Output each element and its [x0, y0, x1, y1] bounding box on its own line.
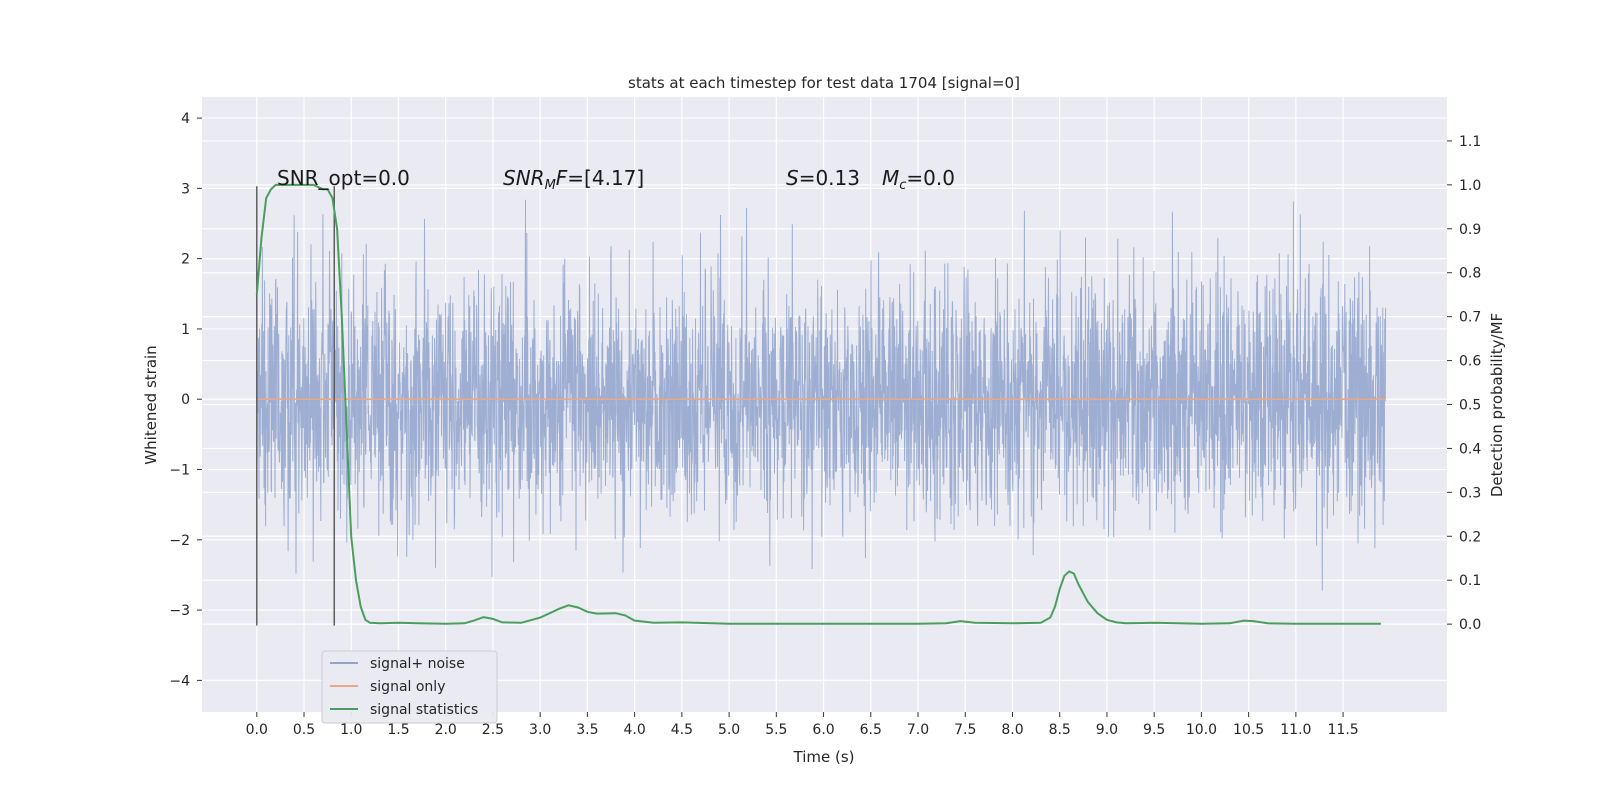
- x-tick-label-2: 1.0: [340, 722, 362, 738]
- annotation-snr-mf: SNRMF=[4.17]: [503, 166, 644, 193]
- vertical-markers: [256, 186, 335, 626]
- x-tick-label-13: 6.5: [860, 722, 882, 738]
- y2-tick-label-1: 1.0: [1459, 178, 1481, 194]
- y-tick-label-2: 2: [181, 252, 190, 268]
- y-tick-label-6: −2: [169, 533, 190, 549]
- x-tick-label-9: 4.5: [671, 722, 693, 738]
- y2-tick-label-3: 0.8: [1459, 266, 1481, 282]
- x-tick-label-6: 3.0: [529, 722, 551, 738]
- x-tick-label-23: 11.5: [1328, 722, 1359, 738]
- x-tick-label-22: 11.0: [1280, 722, 1311, 738]
- y-tick-label-0: 4: [181, 111, 190, 127]
- tick-labels: 0.0 0.5 1.0 1.5 2.0 2.5 3.0 3.5 4.0 4.5 5.0 5.5 6.0 6…: [169, 111, 1481, 738]
- y-tick-label-3: 1: [181, 322, 190, 338]
- y2-tick-label-10: 0.1: [1459, 573, 1481, 589]
- y2-tick-label-4: 0.7: [1459, 310, 1481, 326]
- x-tick-label-1: 0.5: [293, 722, 315, 738]
- x-tick-label-18: 9.0: [1096, 722, 1118, 738]
- x-tick-label-19: 9.5: [1143, 722, 1165, 738]
- x-tick-label-16: 8.0: [1001, 722, 1023, 738]
- y-tick-label-8: −4: [169, 673, 190, 689]
- x-tick-label-11: 5.5: [765, 722, 787, 738]
- x-tick-label-5: 2.5: [482, 722, 504, 738]
- stats-line: [255, 183, 1381, 625]
- x-tick-label-15: 7.5: [954, 722, 976, 738]
- y2-tick-label-2: 0.9: [1459, 222, 1481, 238]
- annotation-mc: Mc=0.0: [882, 166, 955, 193]
- y2-axis-label: Detection probability/MF: [1488, 313, 1506, 497]
- annotation-s: S=0.13: [786, 166, 860, 190]
- annotations: SNR_opt=0.0 SNRMF=[4.17] S=0.13 Mc=0.0: [277, 166, 955, 193]
- y2-tick-label-8: 0.3: [1459, 485, 1481, 501]
- x-tick-label-8: 4.0: [623, 722, 645, 738]
- noise-trace: [256, 199, 1387, 591]
- y2-tick-label-11: 0.0: [1459, 617, 1481, 633]
- x-tick-label-0: 0.0: [246, 722, 268, 738]
- chart-title: stats at each timestep for test data 170…: [628, 74, 1020, 92]
- series-signal-statistics: [255, 183, 1381, 625]
- y-axis-label: Whitened strain: [142, 345, 160, 464]
- legend-label-noise: signal+ noise: [370, 656, 465, 672]
- legend-box: [321, 650, 498, 724]
- x-tick-label-3: 1.5: [387, 722, 409, 738]
- y2-tick-label-6: 0.5: [1459, 398, 1481, 414]
- legend: signal+ noise signal only signal statist…: [321, 650, 498, 724]
- x-tick-label-17: 8.5: [1049, 722, 1071, 738]
- y-tick-label-4: 0: [181, 392, 190, 408]
- y-tick-label-7: −3: [169, 603, 190, 619]
- series-signal-plus-noise: [256, 199, 1387, 591]
- y-tick-label-1: 3: [181, 181, 190, 197]
- x-tick-label-21: 10.5: [1233, 722, 1264, 738]
- x-tick-label-20: 10.0: [1186, 722, 1217, 738]
- y2-tick-label-5: 0.6: [1459, 354, 1481, 370]
- y-tick-label-5: −1: [169, 463, 190, 479]
- annotation-snr-opt: SNR_opt=0.0: [277, 166, 410, 190]
- x-tick-label-10: 5.0: [718, 722, 740, 738]
- legend-label-signal: signal only: [370, 679, 445, 695]
- x-tick-label-4: 2.0: [435, 722, 457, 738]
- y2-tick-label-7: 0.4: [1459, 441, 1481, 457]
- x-axis-label: Time (s): [793, 748, 855, 766]
- x-tick-label-14: 7.0: [907, 722, 929, 738]
- y2-tick-label-0: 1.1: [1459, 134, 1481, 150]
- x-tick-label-7: 3.5: [576, 722, 598, 738]
- x-tick-label-12: 6.0: [812, 722, 834, 738]
- legend-label-stats: signal statistics: [370, 702, 478, 718]
- y2-tick-label-9: 0.2: [1459, 529, 1481, 545]
